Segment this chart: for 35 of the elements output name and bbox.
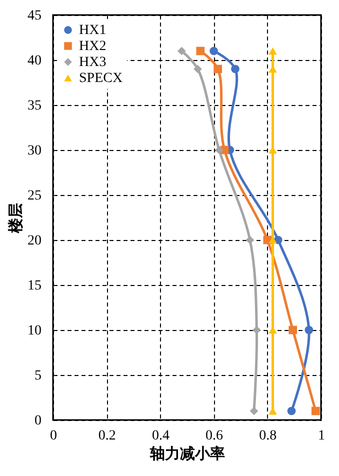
y-tick-label: 10 xyxy=(28,324,42,338)
point xyxy=(287,406,296,416)
y-tick-label: 20 xyxy=(28,234,42,248)
y-tick-label: 30 xyxy=(28,144,42,158)
x-tick-label: 0.8 xyxy=(259,428,277,444)
point xyxy=(196,46,205,56)
y-tick-label: 35 xyxy=(28,98,42,114)
y-axis-title: 楼层 xyxy=(6,203,24,234)
y-tick-label: 25 xyxy=(28,188,42,204)
legend-label: HX2 xyxy=(79,39,106,54)
y-tick-label: 45 xyxy=(28,8,42,24)
x-tick-label: 0.2 xyxy=(98,428,116,444)
point xyxy=(311,406,320,416)
y-tick-label: 15 xyxy=(28,278,42,294)
point xyxy=(194,64,202,74)
x-tick-label: 0 xyxy=(50,428,57,444)
point xyxy=(214,146,224,154)
point xyxy=(214,64,222,74)
legend-label: SPECX xyxy=(79,71,123,86)
x-tick-label: 0.6 xyxy=(206,428,224,444)
point xyxy=(231,64,240,74)
point xyxy=(304,326,314,334)
y-tick-label: 0 xyxy=(34,414,42,428)
point xyxy=(177,46,186,56)
x-axis-title: 轴力减小率 xyxy=(149,444,225,462)
point xyxy=(246,236,254,244)
point xyxy=(268,47,277,55)
x-tick-label: 1 xyxy=(318,428,325,444)
y-tick-label: 5 xyxy=(34,368,42,384)
point xyxy=(288,326,298,334)
x-tick-label: 0.4 xyxy=(152,428,170,444)
point xyxy=(210,46,218,56)
y-tick-label: 40 xyxy=(28,54,42,68)
legend-label: HX1 xyxy=(79,23,106,38)
legend-label: HX3 xyxy=(79,55,106,70)
